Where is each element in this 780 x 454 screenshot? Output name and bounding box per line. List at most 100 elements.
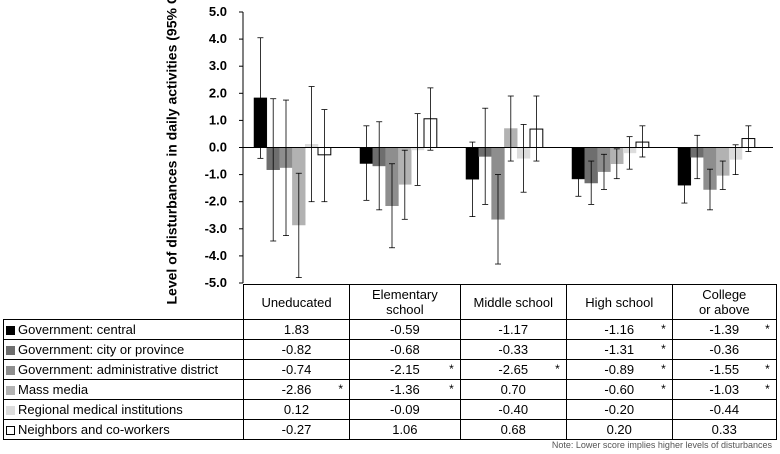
table-cell: -0.89 *: [565, 359, 673, 380]
table-cell: -1.16 *: [565, 319, 673, 340]
table-cell: -2.15 *: [349, 359, 461, 380]
legend-swatch: [6, 426, 15, 435]
table-cell: -0.33: [459, 339, 567, 360]
data-label: -0.27: [281, 422, 312, 437]
column-header: Uneducated: [243, 284, 350, 320]
data-label: -0.44: [709, 402, 740, 417]
data-label: -0.74: [281, 362, 312, 377]
column-header: Middle school: [459, 284, 567, 320]
data-label: -0.40: [498, 402, 529, 417]
table-row: Mass media -2.86 * -1.36 * 0.70 -0.60 * -1.03 *: [3, 379, 777, 400]
table-cell: -1.55 *: [671, 359, 777, 380]
table-row: Government: city or province -0.82 -0.68 -0…: [3, 339, 777, 360]
legend-label: Government: central: [18, 322, 136, 337]
data-label: -2.86: [281, 382, 312, 397]
data-label: -1.03: [709, 382, 740, 397]
legend-label: Government: administrative district: [18, 362, 219, 377]
data-label: -1.39: [709, 322, 740, 337]
table-cell: -0.09: [349, 399, 461, 420]
data-label: 0.20: [606, 422, 632, 437]
legend-label: Regional medical institutions: [18, 402, 183, 417]
legend-swatch: [6, 386, 15, 395]
legend-swatch: [6, 326, 15, 335]
table-cell: -0.36: [671, 339, 777, 360]
data-label: -0.59: [390, 322, 420, 337]
y-tick-label: 1.0: [209, 112, 227, 127]
significance-marker: *: [661, 362, 666, 376]
data-label: -2.65: [498, 362, 529, 377]
table-cell: -1.36 *: [349, 379, 461, 400]
data-label: 1.83: [283, 322, 310, 337]
table-cell: 0.33: [671, 419, 777, 440]
legend-label: Government: city or province: [18, 342, 185, 357]
significance-marker: *: [661, 342, 666, 356]
y-tick-label: -5.0: [205, 275, 227, 290]
y-tick-label: -4.0: [205, 248, 227, 263]
data-label: -0.36: [709, 342, 740, 357]
data-label: 0.68: [500, 422, 526, 437]
series-label: Neighbors and co-workers: [3, 419, 244, 440]
series-label: Regional medical institutions: [3, 399, 244, 420]
y-tick-label: -3.0: [205, 221, 227, 236]
table-cell: 1.06: [349, 419, 461, 440]
y-tick-label: -2.0: [205, 194, 227, 209]
table-cell: -1.31 *: [565, 339, 673, 360]
table-cell: 0.20: [565, 419, 673, 440]
data-label: -1.31: [604, 342, 635, 357]
legend-label: Neighbors and co-workers: [18, 422, 170, 437]
y-axis-title-text: Level of disturbances in daily activitie…: [163, 0, 179, 305]
data-label: 0.12: [283, 402, 310, 417]
table-cell: -0.68: [349, 339, 461, 360]
significance-marker: *: [765, 382, 770, 396]
table-row: Government: central 1.83 -0.59 -1.17 -1.16 * -…: [3, 319, 777, 340]
y-axis-title: Level of disturbances in daily activitie…: [152, 0, 190, 305]
y-tick-label: -1.0: [205, 167, 227, 182]
bar-chart: 5.0 4.0 3.0 2.0 1.0 0.0 -1.0 -2.0 -3.0 -4.0 -5.0: [205, 4, 773, 290]
y-tick-label: 0.0: [209, 140, 227, 155]
y-tick-label: 3.0: [209, 58, 227, 73]
table-corner: [4, 285, 244, 320]
data-label: -0.20: [604, 402, 635, 417]
data-label: -0.60: [604, 382, 635, 397]
table-cell: 0.12: [243, 399, 350, 420]
y-tick-label: 2.0: [209, 85, 227, 100]
legend-swatch: [6, 406, 15, 415]
data-label: -1.16: [604, 322, 635, 337]
table-cell: -0.60 *: [565, 379, 673, 400]
series-label: Government: administrative district: [3, 359, 244, 380]
footnote: Note: Lower score implies higher levels …: [551, 440, 772, 450]
data-label: -0.68: [390, 342, 420, 357]
table-cell: -1.39 *: [671, 319, 777, 340]
significance-marker: *: [449, 362, 454, 376]
table-row: Government: administrative district -0.74…: [3, 359, 777, 380]
data-label: -0.09: [390, 402, 420, 417]
table-row: Regional medical institutions 0.12 -0.09 -0…: [3, 399, 777, 420]
table-cell: 0.70: [459, 379, 567, 400]
data-label: -2.15: [390, 362, 420, 377]
data-label: -0.89: [604, 362, 635, 377]
table-cell: 1.83: [243, 319, 350, 340]
table-row: Neighbors and co-workers -0.27 1.06 0.68 0.2…: [3, 419, 777, 440]
series-label: Government: city or province: [3, 339, 244, 360]
table-cell: -0.59: [349, 319, 461, 340]
data-label: 0.70: [500, 382, 526, 397]
table-cell: -0.82: [243, 339, 350, 360]
data-label: -0.82: [281, 342, 312, 357]
data-table: Uneducated Elementary school Middle school…: [3, 284, 777, 440]
significance-marker: *: [449, 382, 454, 396]
significance-marker: *: [338, 382, 343, 396]
column-header: College or above: [671, 284, 777, 320]
data-label: -0.33: [498, 342, 529, 357]
table-cell: -0.27: [243, 419, 350, 440]
column-header: High school: [565, 284, 673, 320]
significance-marker: *: [555, 362, 560, 376]
table-cell: -2.65 *: [459, 359, 567, 380]
table-cell: -0.40: [459, 399, 567, 420]
significance-marker: *: [765, 322, 770, 336]
data-label: 1.06: [392, 422, 418, 437]
significance-marker: *: [661, 382, 666, 396]
data-label: -1.17: [498, 322, 529, 337]
legend-swatch: [6, 346, 15, 355]
table-cell: -0.20: [565, 399, 673, 420]
data-label: -1.36: [390, 382, 420, 397]
